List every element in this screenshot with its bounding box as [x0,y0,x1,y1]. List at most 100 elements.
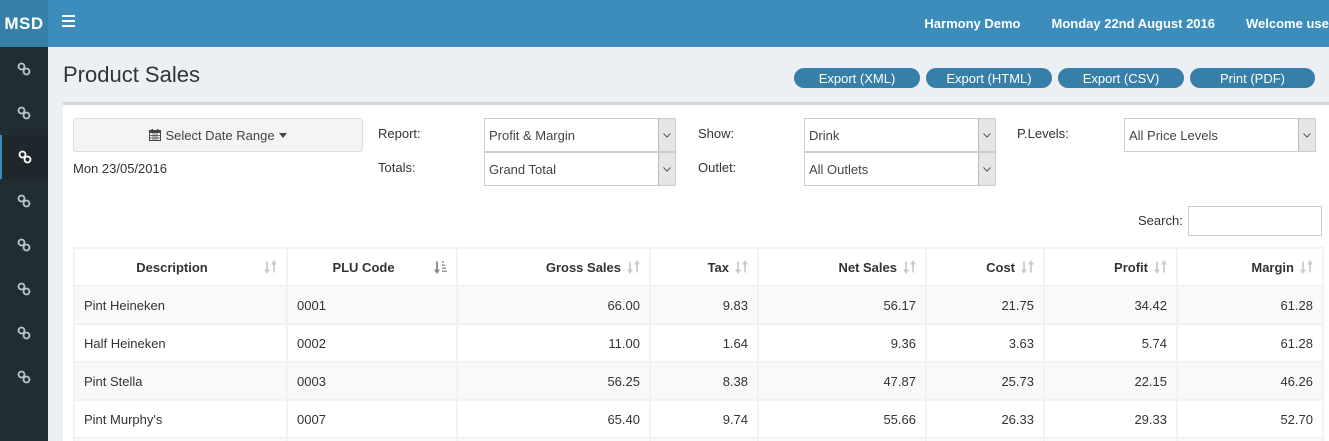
logo[interactable]: MSD [0,0,48,47]
column-header-description[interactable]: Description [73,247,288,287]
chevron-down-icon [978,119,995,151]
table-row[interactable]: Half Heineken 0002 11.00 1.64 9.36 3.63 … [73,323,1324,363]
cell-plu-code: 0003 [286,361,458,401]
cell-tax: 9.74 [649,399,759,439]
export-xml-button[interactable]: Export (XML) [794,68,920,88]
current-date: Monday 22nd August 2016 [1051,16,1216,31]
cell-net-sales [757,437,927,441]
cell-description: Pint Murphy's [73,399,288,439]
outlet-select-value: All Outlets [809,161,869,177]
cell-net-sales: 55.66 [757,399,927,439]
cell-profit: 5.74 [1043,323,1178,363]
plevels-label: P.Levels: [1017,126,1069,141]
totals-select-value: Grand Total [489,161,556,177]
cell-margin [1176,437,1324,441]
sidebar-item-8[interactable] [0,355,48,399]
cell-gross-sales: 56.25 [456,361,651,401]
hamburger-icon[interactable] [62,15,75,27]
sort-icon[interactable] [627,260,640,274]
cell-gross-sales: 66.00 [456,285,651,325]
sidebar [0,47,48,441]
cell-plu-code: 0007 [286,399,458,439]
cell-description: Half Heineken [73,323,288,363]
sort-icon[interactable] [735,260,748,274]
totals-select[interactable]: Grand Total [484,152,676,186]
search-input[interactable] [1188,206,1322,236]
cell-cost: 25.73 [925,361,1045,401]
totals-label: Totals: [378,160,416,175]
cell-margin: 61.28 [1176,323,1324,363]
table-row[interactable]: Pint Murphy's 0007 65.40 9.74 55.66 26.3… [73,399,1324,439]
report-select-value: Profit & Margin [489,127,575,143]
table-header-row: Description PLU Code Gross Sales Tax Net… [73,247,1324,287]
top-navbar: MSD Harmony Demo Monday 22nd August 2016… [0,0,1329,47]
sort-icon[interactable] [1021,260,1034,274]
sort-icon[interactable] [1300,260,1313,274]
link-icon [17,194,31,208]
cell-plu-code: 0002 [286,323,458,363]
price-levels-select[interactable]: All Price Levels [1124,118,1316,152]
cell-tax: 1.64 [649,323,759,363]
price-levels-select-value: All Price Levels [1129,127,1218,143]
calendar-icon [149,129,162,141]
date-range-button[interactable]: Select Date Range [73,118,363,152]
cell-description [73,437,288,441]
cell-profit: 22.15 [1043,361,1178,401]
report-select[interactable]: Profit & Margin [484,118,676,152]
cell-description: Pint Stella [73,361,288,401]
cell-margin: 46.26 [1176,361,1324,401]
sidebar-item-6[interactable] [0,267,48,311]
cell-gross-sales: 65.40 [456,399,651,439]
caret-down-icon [278,132,287,138]
table-row[interactable]: Pint Heineken 0001 66.00 9.83 56.17 21.7… [73,285,1324,325]
table-row[interactable] [73,437,1324,441]
cell-profit: 29.33 [1043,399,1178,439]
sort-icon[interactable] [1154,260,1167,274]
link-icon [17,282,31,296]
sort-ascending-icon[interactable] [434,261,447,274]
link-icon [17,326,31,340]
table-row[interactable]: Pint Stella 0003 56.25 8.38 47.87 25.73 … [73,361,1324,401]
column-header-plu-code[interactable]: PLU Code [286,247,458,287]
cell-cost: 3.63 [925,323,1045,363]
search-label: Search: [1138,213,1183,228]
column-header-tax[interactable]: Tax [649,247,759,287]
sidebar-item-2[interactable] [0,91,48,135]
column-header-margin[interactable]: Margin [1176,247,1324,287]
cell-tax: 8.38 [649,361,759,401]
sidebar-item-1[interactable] [0,47,48,91]
cell-margin: 61.28 [1176,285,1324,325]
sidebar-item-7[interactable] [0,311,48,355]
header-info: Harmony Demo Monday 22nd August 2016 Wel… [893,0,1329,47]
sort-icon[interactable] [903,260,916,274]
sort-icon[interactable] [264,260,277,274]
column-header-profit[interactable]: Profit [1043,247,1178,287]
show-select[interactable]: Drink [804,118,996,152]
export-toolbar: Export (XML) Export (HTML) Export (CSV) … [788,68,1315,88]
outlet-label: Outlet: [698,160,737,175]
user-menu[interactable]: Welcome user [1246,16,1329,31]
cell-net-sales: 47.87 [757,361,927,401]
export-html-button[interactable]: Export (HTML) [926,68,1052,88]
column-header-cost[interactable]: Cost [925,247,1045,287]
column-header-net-sales[interactable]: Net Sales [757,247,927,287]
cell-profit: 34.42 [1043,285,1178,325]
cell-tax [649,437,759,441]
column-header-gross-sales[interactable]: Gross Sales [456,247,651,287]
print-pdf-button[interactable]: Print (PDF) [1190,68,1315,88]
cell-cost: 21.75 [925,285,1045,325]
company-name: Harmony Demo [924,16,1021,31]
sidebar-item-5[interactable] [0,223,48,267]
chevron-down-icon [978,153,995,185]
outlet-select[interactable]: All Outlets [804,152,996,186]
chevron-down-icon [658,153,675,185]
link-icon [18,150,32,164]
report-panel: Select Date Range Mon 23/05/2016 Report:… [63,102,1329,441]
cell-plu-code: 0001 [286,285,458,325]
cell-plu-code [286,437,458,441]
show-label: Show: [698,126,735,141]
cell-description: Pint Heineken [73,285,288,325]
sidebar-item-4[interactable] [0,179,48,223]
sidebar-item-3[interactable] [0,135,48,179]
export-csv-button[interactable]: Export (CSV) [1058,68,1184,88]
